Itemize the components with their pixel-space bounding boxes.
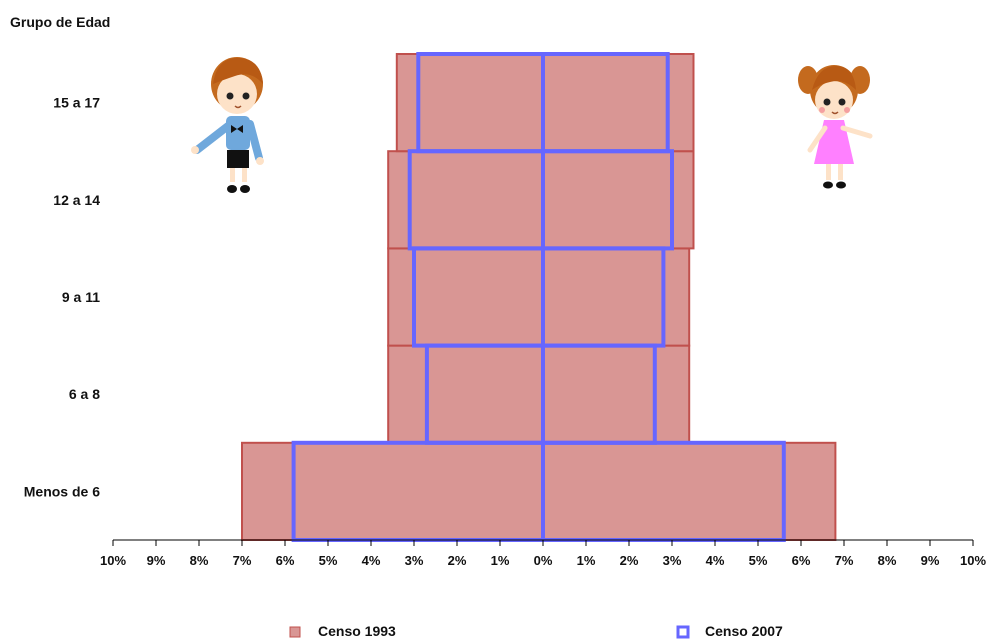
- bar-censo-1993-left: [387, 344, 545, 444]
- y-tick-labels: Menos de 6 6 a 8 9 a 11 12 a 14 15 a 17: [24, 95, 100, 500]
- bar-censo-1993-right: [542, 247, 691, 347]
- x-tick-label: 6%: [792, 553, 811, 568]
- y-tick-label: 15 a 17: [53, 95, 100, 111]
- x-tick-label: 9%: [921, 553, 940, 568]
- series-censo-1993: [241, 53, 837, 541]
- x-tick-label: 6%: [276, 553, 295, 568]
- legend-item-censo-2007: Censo 2007: [676, 623, 783, 639]
- legend-label-censo-1993: Censo 1993: [318, 623, 396, 639]
- x-tick-label: 8%: [878, 553, 897, 568]
- x-tick-label: 5%: [749, 553, 768, 568]
- legend-swatch-censo-1993: [289, 626, 301, 638]
- x-tick-label: 7%: [233, 553, 252, 568]
- bar-censo-1993-right: [542, 344, 691, 444]
- x-tick-label: 10%: [960, 553, 986, 568]
- bar-censo-1993-left: [387, 150, 545, 250]
- y-tick-label: 12 a 14: [53, 192, 100, 208]
- girl-figure-icon: [798, 65, 873, 189]
- x-tick-label: 5%: [319, 553, 338, 568]
- boy-figure-icon: [191, 57, 264, 193]
- y-tick-label: 6 a 8: [69, 386, 100, 402]
- x-tick-label: 3%: [663, 553, 682, 568]
- x-tick-label: 3%: [405, 553, 424, 568]
- legend-item-censo-1993: Censo 1993: [289, 623, 396, 639]
- x-tick-label: 9%: [147, 553, 166, 568]
- x-axis: 10% 9% 8% 7% 6% 5% 4% 3% 2% 1% 0% 1% 2% 3% 4% 5% 6% 7% 8% 9…: [100, 539, 986, 568]
- bar-censo-1993-right: [542, 441, 837, 541]
- x-tick-label: 0%: [534, 553, 553, 568]
- x-tick-label: 1%: [491, 553, 510, 568]
- y-tick-label: 9 a 11: [62, 289, 100, 305]
- x-tick-label: 4%: [706, 553, 725, 568]
- x-tick-label: 1%: [577, 553, 596, 568]
- bar-censo-1993-left: [395, 53, 544, 153]
- legend-label-censo-2007: Censo 2007: [705, 623, 783, 639]
- y-axis-title: Grupo de Edad: [10, 14, 110, 30]
- x-tick-label: 2%: [448, 553, 467, 568]
- x-tick-label: 4%: [362, 553, 381, 568]
- x-tick-label: 7%: [835, 553, 854, 568]
- bar-censo-1993-left: [387, 247, 545, 347]
- legend-swatch-censo-2007: [676, 625, 690, 639]
- legend: Censo 1993 Censo 2007: [289, 623, 783, 639]
- x-tick-label: 2%: [620, 553, 639, 568]
- y-tick-label: Menos de 6: [24, 483, 100, 499]
- x-tick-label: 8%: [190, 553, 209, 568]
- bar-censo-1993-left: [241, 441, 544, 541]
- bar-censo-1993-right: [542, 53, 695, 153]
- x-tick-label: 10%: [100, 553, 126, 568]
